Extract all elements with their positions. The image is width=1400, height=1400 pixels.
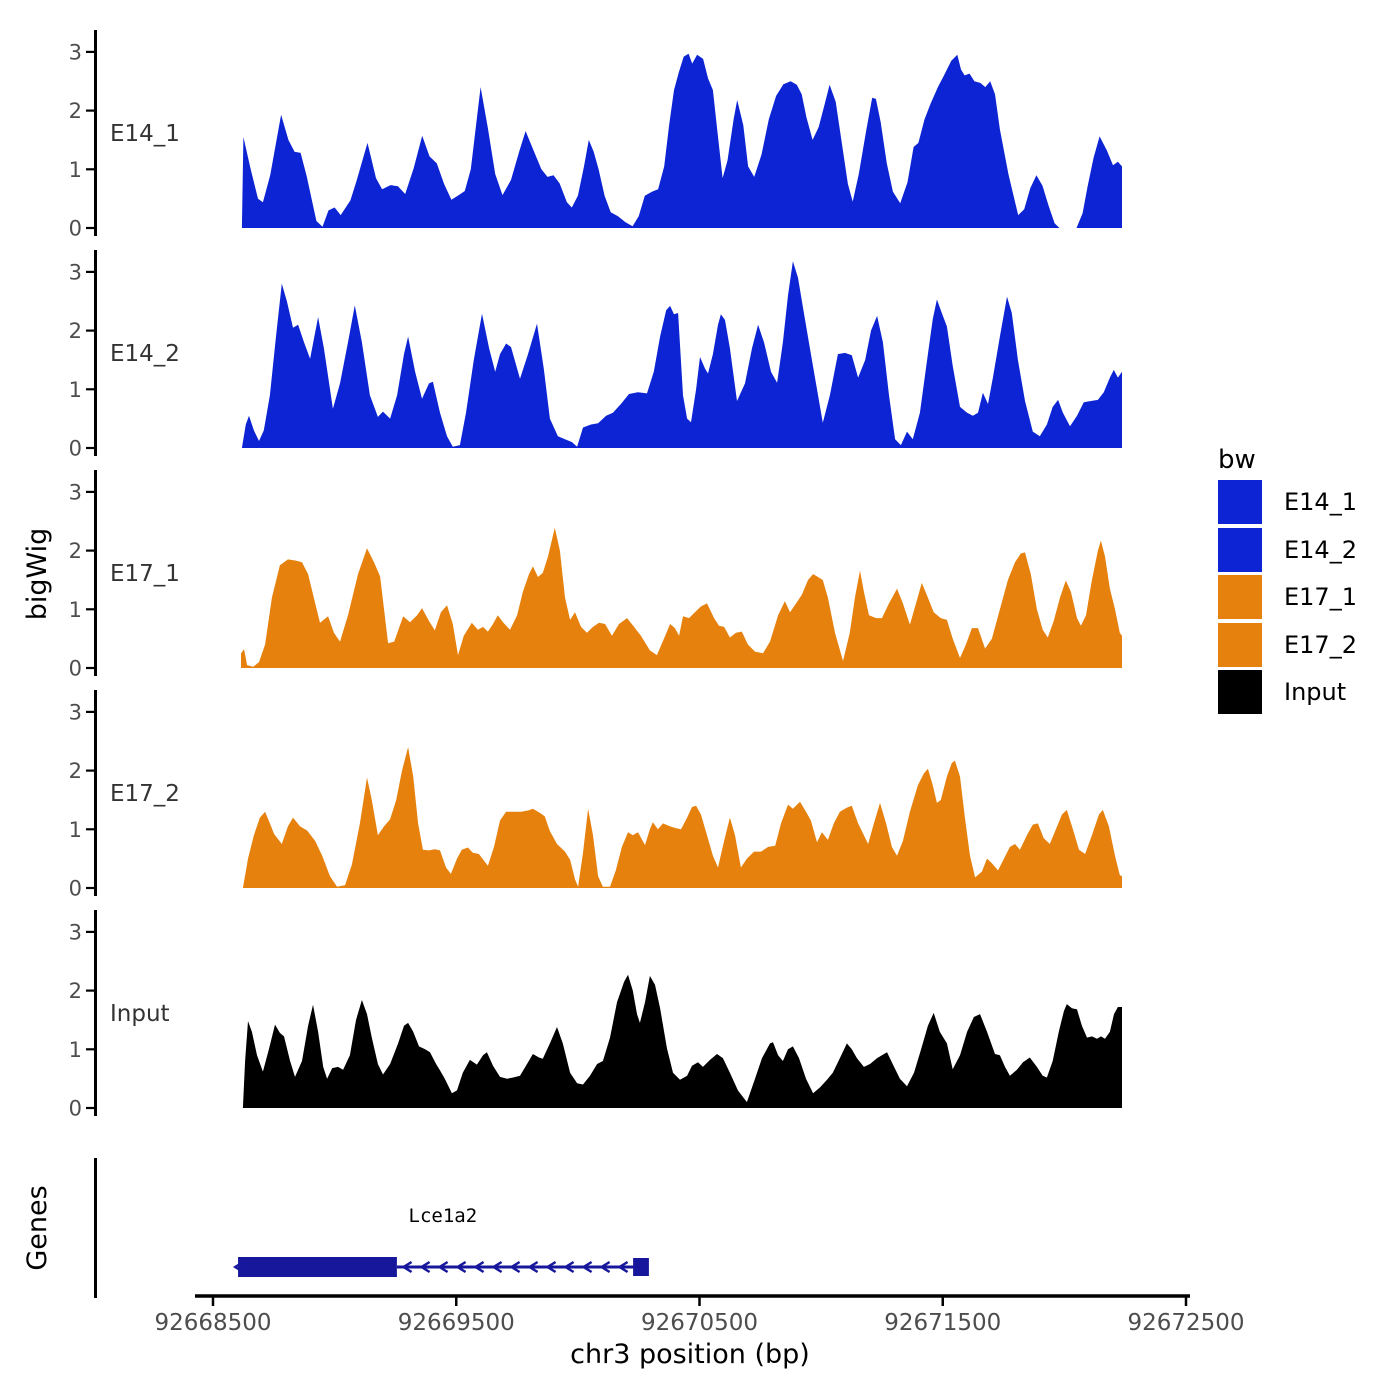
x-tick-label: 92670500 <box>641 1310 758 1336</box>
legend-title: bw <box>1218 445 1256 475</box>
track-label-Input: Input <box>110 1001 170 1027</box>
legend-swatch-E17_1 <box>1218 575 1262 619</box>
coverage-tracks-layer <box>241 53 1122 1108</box>
gene-terminal-box <box>633 1258 649 1276</box>
y-tick-label: 2 <box>69 319 82 343</box>
track-area-E17_1 <box>241 527 1122 668</box>
legend-swatch-E14_1 <box>1218 480 1262 524</box>
legend-label-E17_1: E17_1 <box>1284 583 1357 611</box>
y-tick-label: 1 <box>69 158 82 182</box>
gene-strand-arrow-left-icon <box>473 1260 485 1274</box>
gene-strand-arrow-left-icon <box>545 1260 557 1274</box>
gene-strand-arrow-left-icon <box>455 1260 467 1274</box>
y-tick-label: 0 <box>69 877 82 901</box>
y-tick-label: 3 <box>69 260 82 284</box>
track-label-E14_2: E14_2 <box>110 341 180 367</box>
track-label-E17_1: E17_1 <box>110 561 180 587</box>
gene-strand-arrow-left-icon <box>563 1260 575 1274</box>
y-tick-label: 1 <box>69 1038 82 1062</box>
track-label-E17_2: E17_2 <box>110 781 180 807</box>
legend-swatch-E14_2 <box>1218 528 1262 572</box>
y-tick-label: 1 <box>69 818 82 842</box>
legend: bw E14_1 E14_2 E17_1 E17_2 Input <box>1218 445 1357 714</box>
gene-strand-arrow-left-icon <box>581 1260 593 1274</box>
y-tick-label: 3 <box>69 480 82 504</box>
legend-label-E14_2: E14_2 <box>1284 536 1357 564</box>
y-axis-title: bigWig <box>22 528 53 621</box>
y-tick-label: 1 <box>69 378 82 402</box>
x-tick-label: 92668500 <box>154 1310 271 1336</box>
gene-strand-arrow-left-icon <box>634 1260 646 1274</box>
track-area-E17_2 <box>242 747 1122 888</box>
gene-strand-arrow-left-icon <box>232 1260 244 1274</box>
gene-strand-arrow-left-icon <box>419 1260 431 1274</box>
axes-layer: 0 1 2 3 0 1 2 3 0 1 2 3 0 1 2 3 0 1 2 3 <box>69 30 1190 1306</box>
legend-label-E14_1: E14_1 <box>1284 488 1357 516</box>
gene-name-label: Lce1a2 <box>409 1205 478 1227</box>
y-tick-label: 0 <box>69 437 82 461</box>
legend-swatch-Input <box>1218 670 1262 714</box>
gene-strand-arrow-left-icon <box>437 1260 449 1274</box>
track-name-labels: E14_1 E14_2 E17_1 E17_2 Input <box>110 121 180 1027</box>
y-tick-label: 3 <box>69 920 82 944</box>
y-tick-label: 3 <box>69 40 82 64</box>
x-tick-label: 92672500 <box>1127 1310 1244 1336</box>
y-tick-label: 0 <box>69 217 82 241</box>
genes-panel-title: Genes <box>22 1185 53 1270</box>
legend-label-Input: Input <box>1284 678 1346 706</box>
x-tick-label: 92671500 <box>884 1310 1001 1336</box>
y-tick-label: 2 <box>69 979 82 1003</box>
gene-strand-arrow-left-icon <box>527 1260 539 1274</box>
y-tick-label: 3 <box>69 700 82 724</box>
gene-model-layer: Lce1a2 <box>232 1205 649 1277</box>
y-tick-label: 1 <box>69 598 82 622</box>
x-axis-title: chr3 position (bp) <box>570 1339 810 1370</box>
y-tick-label: 0 <box>69 657 82 681</box>
track-area-E14_2 <box>241 261 1122 448</box>
gene-strand-arrow-left-icon <box>509 1260 521 1274</box>
legend-swatch-E17_2 <box>1218 623 1262 667</box>
y-tick-label: 2 <box>69 759 82 783</box>
gene-strand-arrow-left-icon <box>599 1260 611 1274</box>
track-label-E14_1: E14_1 <box>110 121 180 147</box>
gene-strand-arrow-left-icon <box>401 1260 413 1274</box>
y-tick-label: 2 <box>69 99 82 123</box>
track-area-Input <box>242 974 1122 1108</box>
legend-label-E17_2: E17_2 <box>1284 631 1357 659</box>
track-area-E14_1 <box>241 53 1122 229</box>
gene-strand-arrow-left-icon <box>617 1260 629 1274</box>
x-tick-labels: 92668500 92669500 92670500 92671500 9267… <box>154 1310 1244 1336</box>
gene-exon-box <box>238 1257 397 1277</box>
x-tick-label: 92669500 <box>398 1310 515 1336</box>
y-tick-label: 2 <box>69 539 82 563</box>
y-tick-label: 0 <box>69 1097 82 1121</box>
gene-strand-arrow-left-icon <box>491 1260 503 1274</box>
